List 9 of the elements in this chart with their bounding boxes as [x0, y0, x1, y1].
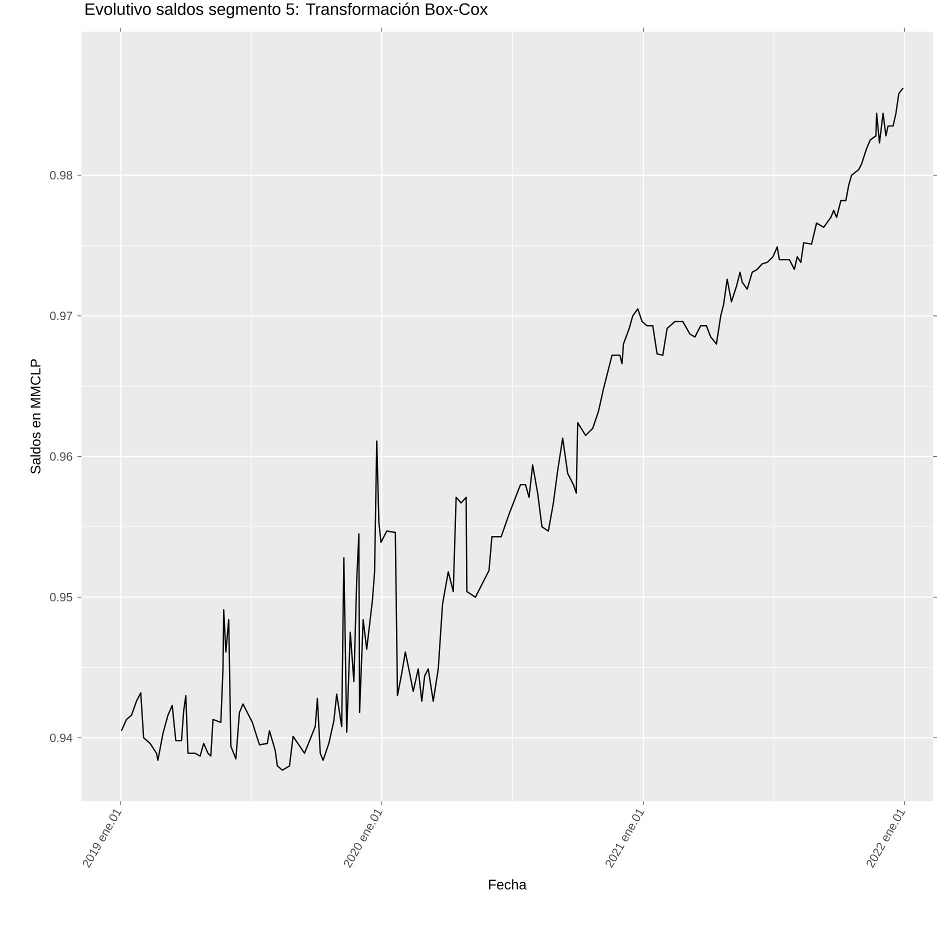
- y-axis-title: Saldos en MMCLP: [30, 359, 40, 474]
- y-tick-label: 0.96: [50, 452, 72, 461]
- chart-title: Evolutivo saldos segmento 5: Transformación Box-Cox: [85, 2, 488, 18]
- y-tick-label: 0.95: [50, 592, 72, 602]
- y-tick-label: 0.98: [50, 171, 72, 180]
- line-series: [120, 87, 904, 771]
- x-axis-title: Fecha: [488, 879, 526, 890]
- y-tick-label: 0.94: [50, 734, 72, 742]
- y-tick-label: 0.97: [50, 312, 72, 320]
